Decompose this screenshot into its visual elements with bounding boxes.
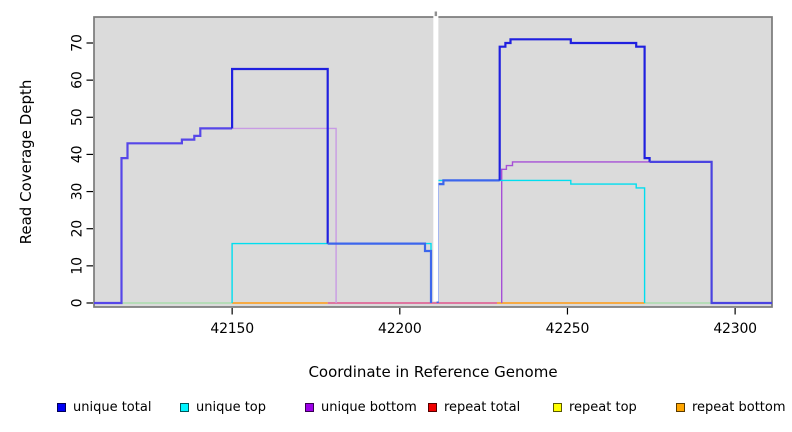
legend-item-repeat-total: repeat total <box>428 398 520 416</box>
legend-swatch-icon <box>305 402 314 412</box>
y-tick-label: 20 <box>70 220 86 237</box>
series-line <box>94 127 233 305</box>
series-line <box>649 160 772 305</box>
x-axis-title: Coordinate in Reference Genome <box>308 363 557 381</box>
legend-label: repeat total <box>444 399 521 415</box>
legend-item-unique-total: unique total <box>57 398 151 416</box>
gap-top-stub <box>434 11 438 17</box>
legend-swatch-icon <box>57 402 66 412</box>
legend-swatch-icon <box>428 402 437 412</box>
legend-swatch-icon <box>553 402 562 412</box>
x-tick-label: 42200 <box>378 321 422 337</box>
legend-label: repeat bottom <box>692 399 786 415</box>
legend-item-unique-bottom: unique bottom <box>305 398 417 416</box>
series-line <box>232 127 337 303</box>
chart-legend: unique total unique top unique bottom repea… <box>0 398 792 418</box>
legend-swatch-icon <box>676 402 685 412</box>
legend-label: unique bottom <box>321 399 417 415</box>
series-line <box>501 161 712 303</box>
x-tick-label: 42150 <box>210 321 254 337</box>
legend-label: unique total <box>73 399 152 415</box>
y-tick-label: 40 <box>70 146 86 163</box>
y-tick-label: 70 <box>70 34 86 51</box>
y-tick-label: 10 <box>70 257 86 274</box>
legend-item-repeat-top: repeat top <box>553 398 637 416</box>
coverage-gap <box>433 15 439 302</box>
legend-label: repeat top <box>569 399 637 415</box>
legend-swatch-icon <box>180 402 189 412</box>
y-tick-label: 0 <box>70 299 86 308</box>
y-tick-label: 50 <box>70 109 86 126</box>
legend-item-unique-top: unique top <box>180 398 266 416</box>
y-tick-label: 30 <box>70 183 86 200</box>
y-tick-label: 60 <box>70 71 86 88</box>
series-unique-bottom <box>232 127 712 303</box>
series-line <box>231 67 329 244</box>
series-line <box>498 38 651 181</box>
series-line <box>327 242 433 303</box>
legend-item-repeat-bottom: repeat bottom <box>676 398 786 416</box>
y-axis-title: Read Coverage Depth <box>17 80 35 245</box>
x-tick-label: 42250 <box>546 321 590 337</box>
legend-label: unique top <box>196 399 267 415</box>
x-tick-label: 42300 <box>713 321 757 337</box>
